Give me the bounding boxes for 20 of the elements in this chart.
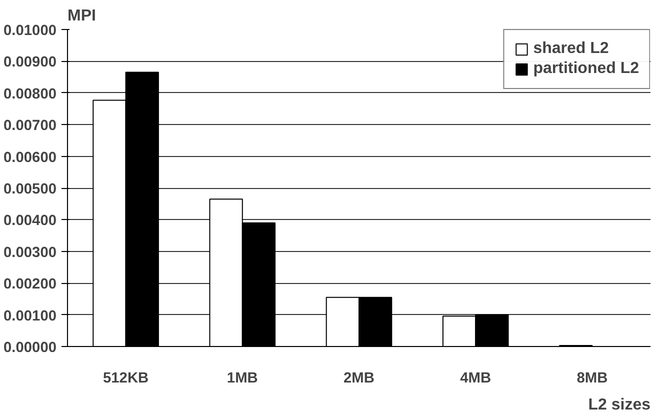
y-tick-label: 0.00600 (4, 150, 57, 166)
y-axis-title: MPI (68, 8, 96, 24)
x-tick-label: 2MB (344, 370, 374, 386)
legend-label: shared L2 (533, 40, 609, 58)
y-tick-label: 0.00300 (4, 244, 57, 261)
x-tick-label: 4MB (460, 370, 492, 386)
y-tick-label: 0.00500 (4, 182, 57, 198)
y-tick-label: 0.00200 (4, 276, 57, 293)
y-tick-label: 0.00800 (4, 86, 57, 102)
x-axis-title: L2 sizes (588, 396, 651, 414)
y-tick-label: 0.00900 (4, 54, 57, 71)
y-tick-label: 0.00100 (4, 308, 57, 324)
x-tick-label: 512KB (102, 370, 149, 386)
y-tick-label: 0.01000 (4, 23, 57, 39)
legend-label: partitioned L2 (533, 60, 639, 78)
y-tick-label: 0.00000 (4, 340, 57, 356)
x-tick-label: 8MB (576, 370, 608, 386)
y-tick-label: 0.00400 (4, 213, 57, 230)
y-tick-label: 0.00700 (4, 118, 57, 134)
x-tick-label: 1MB (226, 370, 258, 386)
